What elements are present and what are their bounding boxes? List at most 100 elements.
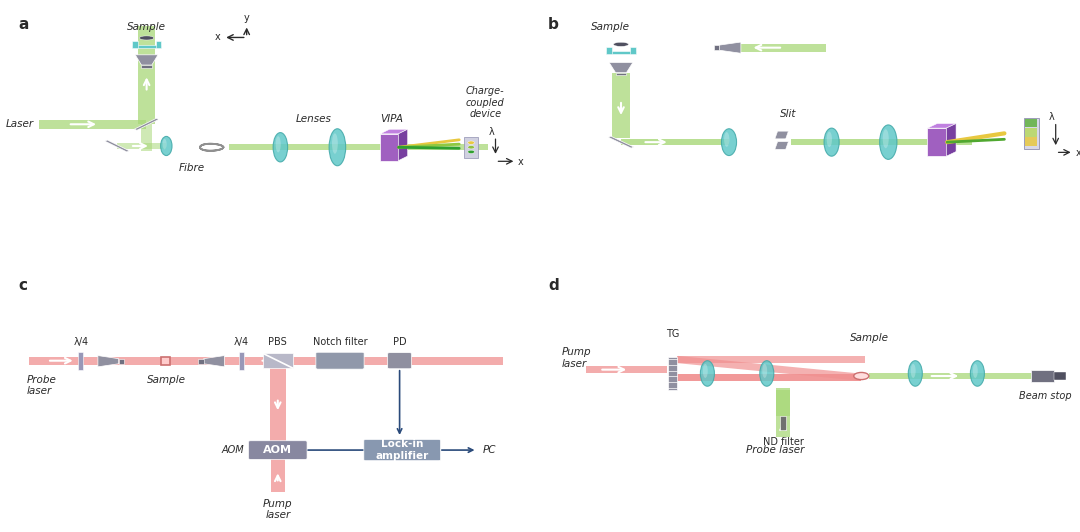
Text: PD: PD (393, 337, 406, 347)
Polygon shape (199, 359, 204, 364)
Bar (239, 352, 244, 370)
Ellipse shape (613, 43, 629, 46)
Ellipse shape (879, 125, 897, 160)
Bar (1031, 370, 1054, 381)
Polygon shape (675, 356, 863, 381)
Bar (133, 45, 161, 48)
Text: a: a (18, 17, 29, 32)
Bar (161, 357, 171, 364)
Polygon shape (719, 42, 741, 53)
Text: Pump
laser: Pump laser (562, 347, 591, 369)
Polygon shape (119, 359, 124, 364)
Polygon shape (616, 73, 626, 75)
Bar (612, 73, 630, 138)
Ellipse shape (139, 36, 153, 40)
Circle shape (468, 141, 474, 144)
Text: Charge-
coupled
device: Charge- coupled device (465, 86, 504, 119)
Bar (775, 388, 791, 416)
Bar (29, 356, 503, 365)
Text: Fibre: Fibre (179, 163, 205, 172)
Bar (1026, 137, 1038, 146)
Ellipse shape (273, 132, 287, 162)
Bar (775, 390, 791, 437)
Text: x: x (517, 157, 524, 167)
Bar (1026, 128, 1038, 137)
FancyBboxPatch shape (315, 352, 364, 369)
Ellipse shape (161, 136, 172, 155)
Circle shape (468, 150, 474, 154)
Polygon shape (399, 129, 407, 161)
Text: λ/4: λ/4 (234, 337, 249, 347)
Text: Notch filter: Notch filter (313, 337, 367, 347)
Bar (676, 356, 865, 363)
Text: Sample: Sample (147, 375, 186, 385)
Text: c: c (18, 278, 28, 293)
Polygon shape (676, 373, 862, 381)
Text: Slit: Slit (780, 109, 797, 119)
Text: x: x (1076, 148, 1080, 158)
Bar (928, 128, 946, 156)
Polygon shape (775, 131, 788, 139)
Polygon shape (609, 62, 633, 73)
Bar (606, 52, 636, 54)
FancyBboxPatch shape (364, 439, 441, 461)
Text: λ: λ (1049, 112, 1055, 122)
Bar (464, 137, 477, 157)
Ellipse shape (329, 129, 346, 166)
Polygon shape (928, 123, 956, 128)
Text: x: x (215, 32, 220, 43)
Bar (270, 368, 285, 441)
Ellipse shape (824, 128, 839, 156)
Polygon shape (105, 140, 130, 152)
Text: Sample: Sample (591, 22, 630, 32)
Ellipse shape (971, 361, 985, 386)
Text: Lock-in
amplifier: Lock-in amplifier (376, 439, 429, 461)
Text: Pump
laser: Pump laser (262, 498, 293, 520)
Ellipse shape (724, 132, 729, 147)
Text: Lenses: Lenses (296, 114, 332, 124)
Ellipse shape (910, 364, 916, 378)
Ellipse shape (882, 129, 889, 148)
Bar (676, 373, 862, 381)
Ellipse shape (760, 361, 773, 386)
Polygon shape (946, 123, 956, 156)
Text: ND filter: ND filter (762, 437, 804, 447)
Bar (138, 26, 154, 124)
Bar (79, 352, 83, 370)
Ellipse shape (700, 361, 715, 386)
Ellipse shape (908, 361, 922, 386)
Bar (606, 47, 611, 54)
Text: AOM: AOM (221, 445, 244, 455)
Text: Probe
laser: Probe laser (26, 375, 56, 396)
Text: λ: λ (489, 127, 495, 137)
Ellipse shape (762, 364, 767, 378)
Polygon shape (134, 118, 159, 130)
Ellipse shape (275, 136, 281, 152)
Bar (732, 44, 826, 52)
Ellipse shape (332, 134, 338, 154)
Circle shape (853, 372, 868, 380)
Ellipse shape (163, 139, 166, 149)
Bar (270, 458, 285, 492)
Bar (1054, 372, 1066, 380)
Bar (869, 373, 1042, 379)
Circle shape (468, 146, 474, 149)
Bar (1024, 118, 1039, 148)
Text: d: d (549, 278, 558, 293)
Bar (39, 120, 146, 129)
FancyBboxPatch shape (248, 440, 307, 460)
Text: Sample: Sample (850, 333, 889, 343)
Polygon shape (380, 129, 407, 134)
Text: b: b (549, 17, 559, 32)
FancyBboxPatch shape (388, 353, 411, 369)
Ellipse shape (721, 129, 737, 155)
Text: Sample: Sample (127, 22, 166, 32)
Bar (780, 416, 786, 430)
Ellipse shape (973, 364, 977, 378)
Bar (133, 40, 137, 48)
Polygon shape (141, 65, 152, 68)
Text: TG: TG (665, 329, 679, 339)
Text: Probe laser: Probe laser (745, 445, 805, 455)
Bar (667, 357, 676, 390)
Bar (631, 47, 636, 54)
